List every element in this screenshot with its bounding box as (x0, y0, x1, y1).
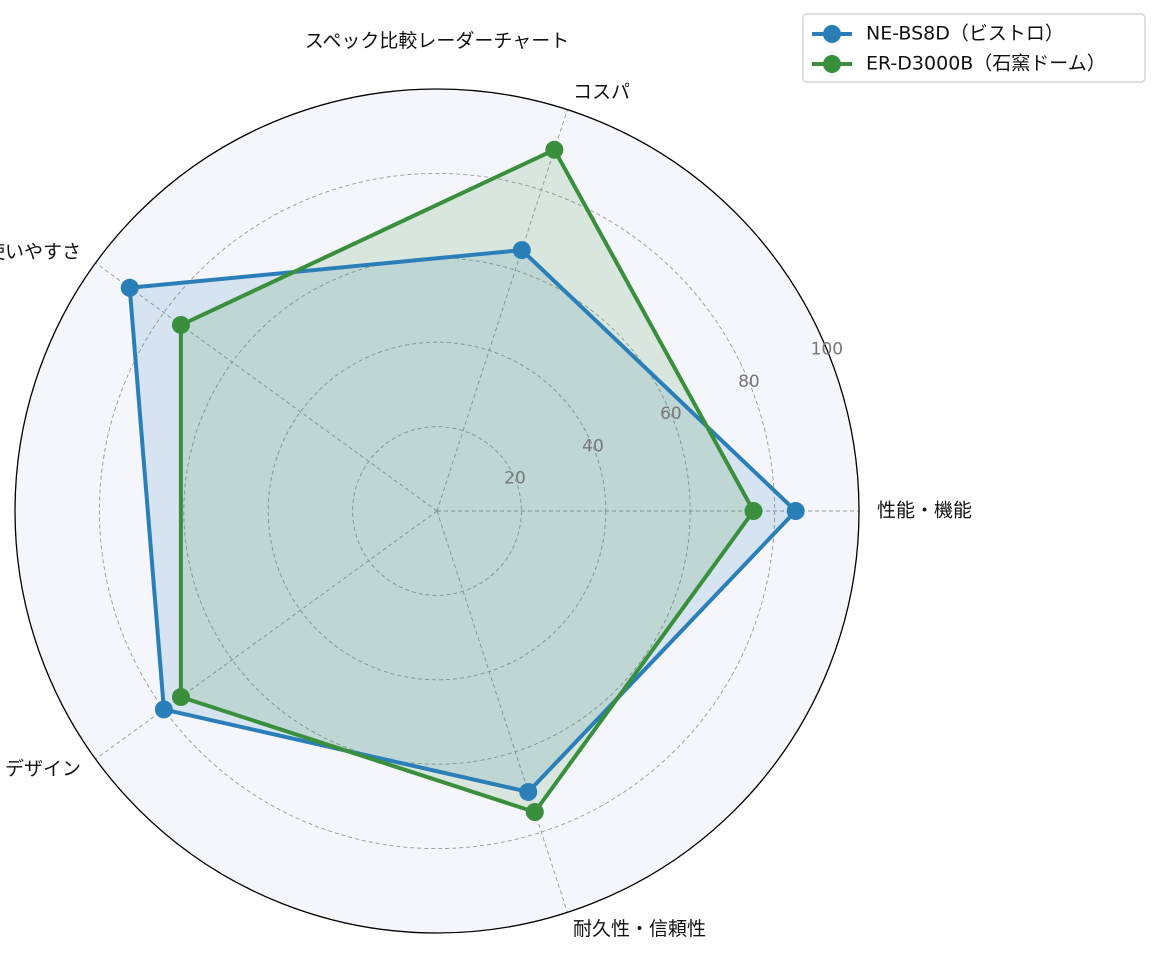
series-line-1 (178, 147, 756, 814)
radial-tick-labels: 20 40 60 80 100 (504, 340, 843, 489)
legend-marker-1 (823, 55, 841, 73)
axis-spoke (95, 510, 438, 760)
legend[interactable]: NE-BS8D（ビストロ） ER-D3000B（石窯ドーム） (802, 13, 1146, 83)
axis-label: コスパ (573, 81, 630, 103)
series-0-point[interactable] (519, 782, 538, 801)
axis-label: 性能・機能 (877, 500, 972, 522)
axis-spoke (436, 510, 568, 913)
legend-label-0: NE-BS8D（ビストロ） (866, 23, 1064, 45)
axis-spokes (95, 109, 859, 913)
series-0-point[interactable] (786, 502, 805, 520)
legend-label-1: ER-D3000B（石窯ドーム） (866, 53, 1106, 75)
series-layer (120, 140, 805, 822)
series-1-point[interactable] (171, 315, 190, 334)
series-1-point[interactable] (171, 688, 190, 707)
axis-label: デザイン (5, 758, 81, 780)
radial-tick-label: 60 (660, 404, 682, 424)
series-line-0 (127, 248, 798, 794)
outer-frame (14, 88, 860, 934)
radial-tick-label: 80 (738, 372, 760, 392)
axis-labels: 性能・機能 コスパ使いやすさデザイン耐久性・信頼性 (0, 81, 972, 940)
series-fill-0 (129, 250, 796, 792)
axis-label: 耐久性・信頼性 (573, 918, 706, 940)
axis-label: 使いやすさ (0, 241, 81, 263)
radial-tick-label: 100 (811, 340, 843, 360)
axis-spoke (436, 109, 568, 512)
series-fill-1 (180, 149, 754, 813)
series-1-point[interactable] (744, 502, 763, 520)
radial-tick-label: 40 (582, 436, 604, 456)
series-0-point[interactable] (154, 700, 173, 719)
axis-spoke (95, 262, 438, 512)
series-0-point[interactable] (120, 278, 139, 297)
series-0-point[interactable] (512, 241, 531, 260)
legend-marker-0 (823, 25, 841, 43)
series-1-point[interactable] (545, 140, 564, 159)
chart-title: スペック比較レーダーチャート (305, 30, 569, 52)
legend-frame (802, 13, 1146, 83)
series-1-point[interactable] (525, 803, 544, 822)
radial-tick-label: 20 (504, 469, 526, 489)
